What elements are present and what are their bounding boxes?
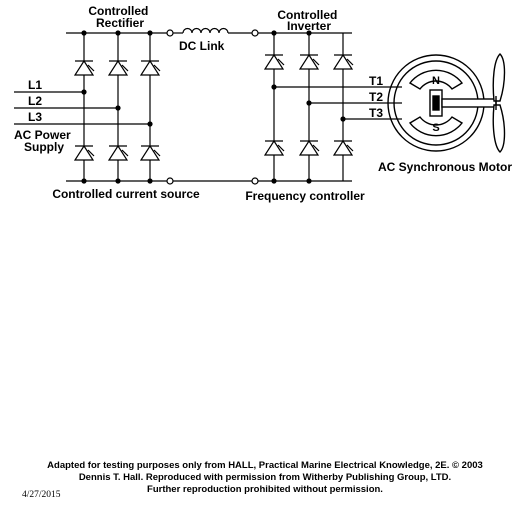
thyristor-icon bbox=[298, 53, 320, 70]
label-ac-power-supply: AC Power Supply bbox=[14, 128, 74, 154]
label-t1: T1 bbox=[369, 74, 383, 88]
thyristor-icon bbox=[73, 144, 95, 161]
terminal bbox=[251, 29, 259, 37]
copyright-notice: Adapted for testing purposes only from H… bbox=[20, 460, 510, 496]
thyristor-icon bbox=[332, 53, 354, 70]
label-controlled-current-source: Controlled current source bbox=[52, 187, 200, 201]
terminal bbox=[166, 177, 174, 185]
label-ac-synchronous-motor: AC Synchronous Motor bbox=[378, 160, 512, 174]
motor-drive-diagram: Controlled Rectifier DC Link Controlled … bbox=[14, 4, 512, 203]
label-t2: T2 bbox=[369, 90, 383, 104]
thyristor-icon bbox=[139, 144, 161, 161]
thyristor-icon bbox=[73, 59, 95, 76]
credit-line: Adapted for testing purposes only from H… bbox=[47, 460, 483, 471]
thyristor-icon bbox=[263, 139, 285, 156]
thyristor-icon bbox=[263, 53, 285, 70]
label-frequency-controller: Frequency controller bbox=[245, 189, 365, 203]
terminal bbox=[251, 177, 259, 185]
date-stamp: 4/27/2015 bbox=[22, 490, 61, 500]
label-l2: L2 bbox=[28, 94, 42, 108]
synchronous-motor-icon bbox=[387, 53, 506, 153]
thyristor-icon bbox=[298, 139, 320, 156]
label-controlled-rectifier: Controlled Rectifier bbox=[88, 4, 151, 30]
label-south-pole: S bbox=[432, 122, 439, 134]
label-l3: L3 bbox=[28, 110, 42, 124]
label-controlled-inverter: Controlled Inverter bbox=[277, 8, 340, 33]
label-north-pole: N bbox=[432, 75, 440, 87]
credit-line: Further reproduction prohibited without … bbox=[147, 484, 383, 495]
thyristor-icon bbox=[107, 59, 129, 76]
credit-line: Dennis T. Hall. Reproduced with permissi… bbox=[78, 472, 452, 483]
thyristor-icon bbox=[139, 59, 161, 76]
terminal bbox=[166, 29, 174, 37]
label-l1: L1 bbox=[28, 78, 42, 92]
label-t3: T3 bbox=[369, 106, 383, 120]
thyristor-icon bbox=[332, 139, 354, 156]
thyristor-icon bbox=[107, 144, 129, 161]
label-dc-link: DC Link bbox=[179, 39, 225, 53]
